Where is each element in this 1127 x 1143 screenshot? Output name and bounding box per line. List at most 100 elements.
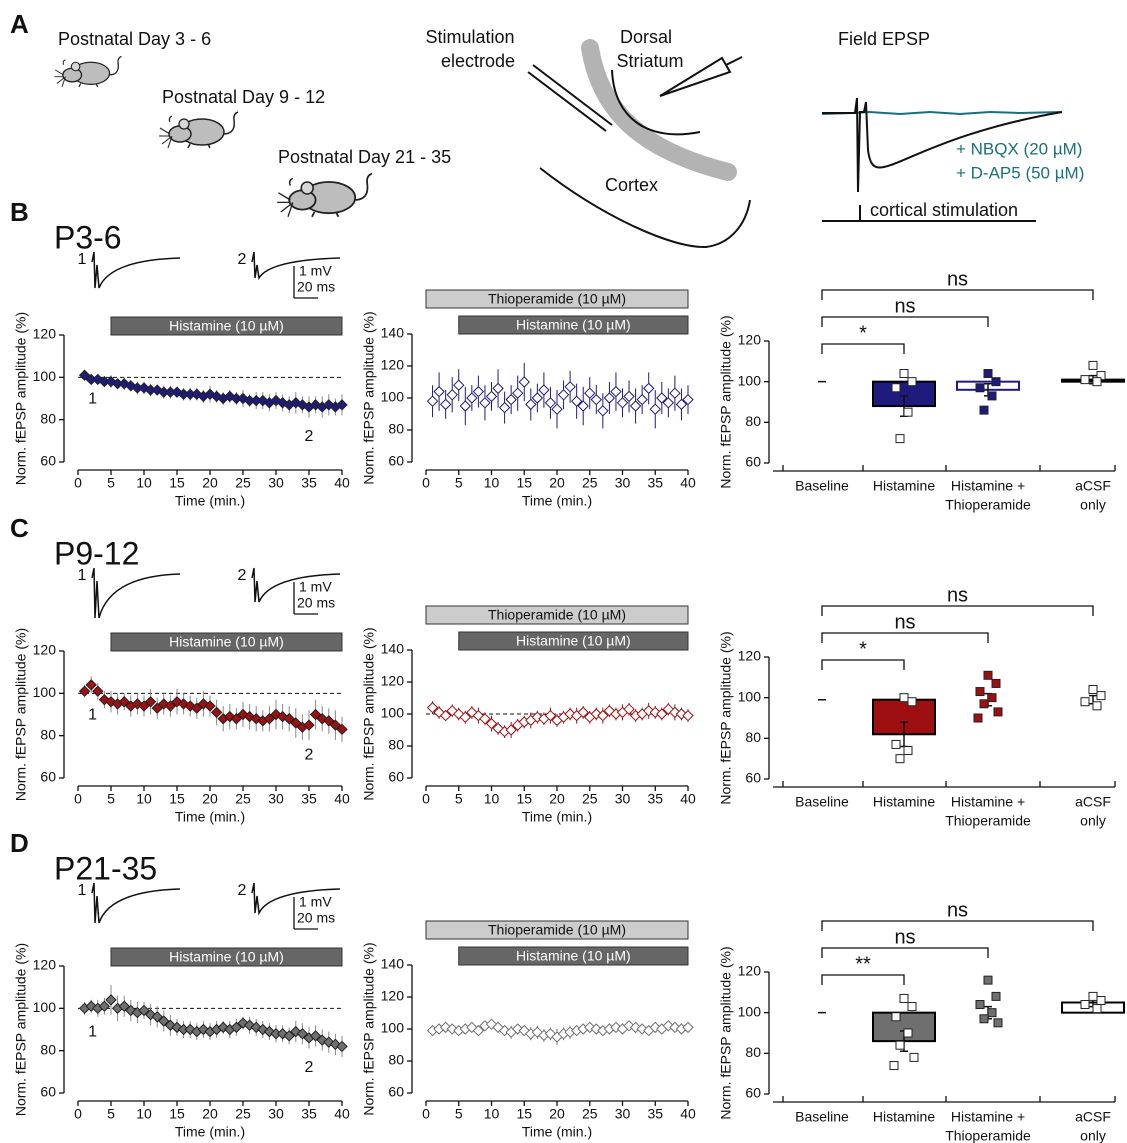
data-point [675,398,688,411]
y-tick-label: 120 [738,963,762,979]
data-point [144,696,157,708]
panel-label: D [10,828,29,858]
x-tick-label: 0 [74,1106,82,1122]
x-tick-label: 10 [136,791,152,807]
individual-point [903,746,913,756]
y-tick-label: 140 [381,956,405,972]
data-point [623,390,635,403]
y-tick-label: 120 [381,357,405,373]
individual-point [895,434,905,444]
data-point [92,685,104,697]
individual-point [1080,375,1090,385]
data-point [446,389,458,401]
x-tick-label: 20 [549,791,565,807]
individual-point [907,377,917,387]
individual-point [975,687,985,697]
significance-bracket [821,605,1094,616]
y-tick-label: 140 [381,325,405,341]
x-tick-label: 20 [202,791,218,807]
x-tick-label: 35 [301,1106,317,1122]
individual-point [891,739,901,749]
individual-point [973,713,983,723]
data-point [78,369,91,381]
data-point [257,394,269,407]
y-tick-label: 120 [33,957,57,973]
x-axis-title: Time (min.) [175,1124,245,1140]
y-axis-title: Norm. fEPSP amplitude (%) [718,631,734,804]
drug-bar [110,316,343,336]
data-point [323,715,335,727]
y-tick-label: 100 [738,688,762,704]
electrode [532,64,613,126]
significance-label: * [859,322,867,344]
data-point [118,696,130,708]
data-point [230,1021,243,1034]
data-point [105,375,117,388]
data-point [270,394,282,407]
data-point [336,399,348,411]
individual-point [1080,697,1090,707]
x-tick-label: 10 [484,791,500,807]
drug-bar-label: Histamine (10 µM) [516,948,631,964]
y-axis-title: Norm. fEPSP amplitude (%) [718,315,734,488]
pipette [659,56,743,97]
individual-point [895,754,905,764]
data-point [538,384,550,396]
individual-point [983,670,993,680]
data-point [263,1025,276,1038]
data-point [191,702,203,714]
x-tick-label: Thioperamide [945,497,1031,513]
data-point [656,708,668,720]
data-point [296,1028,309,1040]
data-point [309,1030,322,1042]
electrode-label: Stimulation [425,27,514,47]
x-tick-label: 0 [74,791,82,807]
y-tick-label: 80 [388,421,404,437]
x-tick-label: 20 [202,1106,218,1122]
significance-label: ns [894,611,915,633]
x-tick-label: 25 [235,1106,251,1122]
x-tick-label: 35 [647,475,663,491]
x-tick-label: Histamine [873,794,935,810]
significance-label: ns [894,926,915,948]
x-tick-label: 0 [74,475,82,491]
significance-label: ns [947,584,968,606]
data-point [518,376,530,388]
example-trace [251,567,341,603]
x-tick-label: only [1080,497,1106,513]
x-tick-label: 15 [516,1106,532,1122]
x-axis-title: Time (min.) [522,1124,592,1140]
data-point [669,387,681,399]
y-axis-title: Norm. fEPSP amplitude (%) [13,943,29,1116]
data-point [472,1024,485,1037]
y-tick-label: 120 [381,988,405,1004]
data-point [636,393,648,406]
data-point [85,679,97,691]
y-tick-label: 80 [40,726,56,742]
y-tick-label: 60 [388,453,404,469]
data-point [531,392,544,404]
x-tick-label: 30 [268,475,284,491]
y-axis-title: Norm. fEPSP amplitude (%) [13,312,29,485]
data-point [525,398,537,411]
individual-point [993,1018,1003,1028]
annotation: 2 [305,1059,314,1076]
x-tick-label: 5 [107,1106,115,1122]
individual-point [979,1014,989,1024]
example-trace [91,567,181,619]
data-point [557,389,570,401]
x-tick-label: Histamine [873,478,935,494]
data-point [505,724,517,736]
individual-point [903,1028,913,1038]
y-tick-label: 60 [388,769,404,785]
x-axis-title: Time (min.) [175,809,245,825]
data-point [85,1000,97,1012]
x-tick-label: only [1080,813,1106,829]
significance-label: * [859,638,867,660]
data-point [656,392,668,404]
y-tick-label: 60 [40,453,56,469]
drug-bar-label: Histamine (10 µM) [169,634,284,650]
example-trace [251,882,341,916]
x-tick-label: Baseline [795,1109,849,1125]
x-tick-label: 35 [647,791,663,807]
